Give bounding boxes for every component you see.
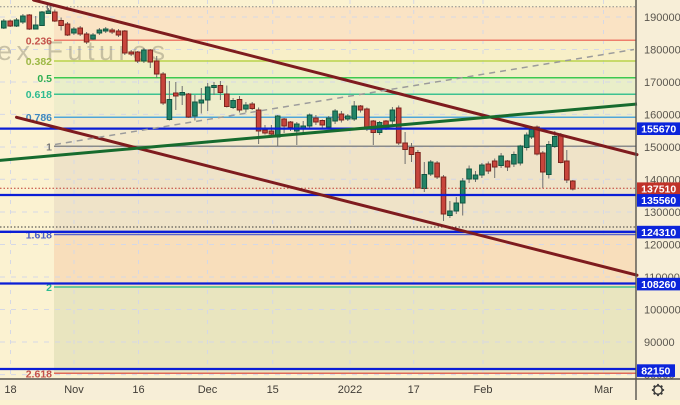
svg-text:Feb: Feb — [474, 384, 493, 396]
svg-text:82150: 82150 — [641, 365, 670, 377]
svg-text:2.618: 2.618 — [26, 368, 52, 380]
svg-text:2022: 2022 — [338, 384, 362, 396]
svg-text:108260: 108260 — [641, 279, 676, 291]
svg-text:130000: 130000 — [644, 207, 680, 219]
svg-text:Dec: Dec — [198, 384, 218, 396]
svg-text:0.382: 0.382 — [26, 56, 52, 68]
svg-text:17: 17 — [408, 384, 420, 396]
svg-text:90000: 90000 — [644, 337, 675, 349]
svg-text:180000: 180000 — [644, 45, 680, 57]
svg-text:Nov: Nov — [64, 384, 84, 396]
svg-text:15: 15 — [267, 384, 279, 396]
svg-text:2: 2 — [46, 282, 52, 294]
svg-text:1: 1 — [46, 141, 52, 153]
svg-text:150000: 150000 — [644, 142, 680, 154]
svg-text:Mar: Mar — [594, 384, 613, 396]
svg-text:160000: 160000 — [644, 109, 680, 121]
svg-text:18: 18 — [4, 384, 16, 396]
svg-text:190000: 190000 — [644, 12, 680, 24]
svg-text:0.5: 0.5 — [37, 73, 52, 85]
svg-text:120000: 120000 — [644, 240, 680, 252]
svg-text:170000: 170000 — [644, 77, 680, 89]
svg-text:100000: 100000 — [644, 305, 680, 317]
svg-text:124310: 124310 — [641, 227, 676, 239]
svg-text:137510: 137510 — [641, 183, 676, 195]
svg-text:0.618: 0.618 — [26, 89, 52, 101]
svg-text:16: 16 — [132, 384, 144, 396]
svg-text:135560: 135560 — [641, 195, 676, 207]
svg-text:0: 0 — [46, 2, 52, 14]
svg-text:155670: 155670 — [641, 123, 676, 135]
svg-text:0.236: 0.236 — [26, 35, 52, 47]
